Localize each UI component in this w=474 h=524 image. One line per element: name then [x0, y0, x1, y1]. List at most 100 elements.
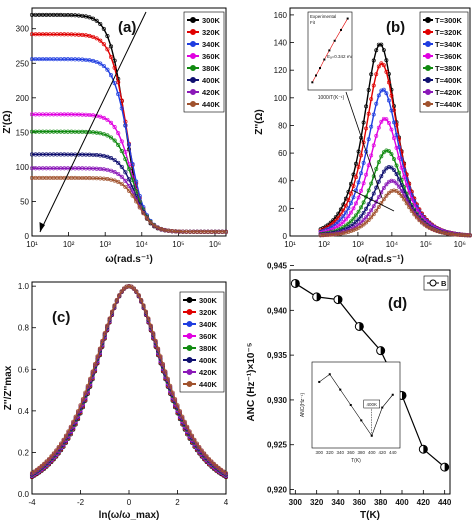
x-tick-label: 420 [417, 498, 431, 507]
data-point [112, 303, 117, 308]
legend-label: 380K [199, 344, 218, 353]
data-point [116, 80, 121, 85]
data-point [376, 42, 381, 47]
data-point [78, 403, 83, 408]
y-axis-label: Z''(Ω) [254, 109, 265, 135]
y-tick-label: 140 [274, 39, 288, 48]
legend-swatch-marker [425, 101, 431, 107]
data-point [351, 222, 356, 227]
data-point [361, 160, 366, 165]
data-point [356, 164, 361, 169]
y-tick-label: 300 [16, 25, 30, 34]
data-point [361, 181, 366, 186]
data-point [404, 201, 409, 206]
data-point [384, 193, 389, 198]
data-point [397, 184, 402, 189]
data-point [389, 189, 394, 193]
data-point [105, 47, 110, 52]
data-point [206, 456, 212, 462]
data-point [440, 230, 445, 235]
data-point [119, 174, 124, 179]
data-point [108, 120, 114, 125]
data-point [87, 33, 92, 38]
data-point [155, 225, 160, 230]
legend-swatch-marker [186, 369, 193, 375]
data-point [177, 409, 182, 414]
inset-legend-item: Fit [310, 20, 316, 25]
data-point [39, 463, 44, 469]
y-axis-label: Z'(Ω) [2, 110, 13, 133]
legend-swatch-marker [190, 29, 196, 35]
data-point [123, 149, 128, 154]
data-point [414, 215, 419, 220]
data-point [168, 383, 173, 388]
data-point [361, 218, 366, 223]
data-point [348, 229, 353, 234]
inset-x-label: 1000/T(K⁻¹) [318, 95, 345, 101]
data-point [108, 156, 114, 161]
legend-label: T=400K [435, 76, 462, 85]
data-point [333, 232, 338, 237]
inset-point [339, 388, 342, 391]
data-point [197, 445, 202, 450]
data-point [42, 461, 47, 466]
data-point [397, 155, 402, 160]
data-point [351, 172, 356, 177]
inset-point [333, 39, 336, 42]
data-point [419, 220, 424, 225]
inset-point [349, 404, 352, 406]
inset-x-tick-label: 340 [336, 450, 344, 455]
data-point [374, 72, 379, 77]
data-point [136, 293, 141, 298]
x-axis-label: ω(rad.s⁻¹) [105, 254, 153, 265]
data-point [148, 323, 153, 328]
data-point [359, 205, 364, 210]
data-point [112, 81, 117, 86]
legend-label: 320K [202, 28, 221, 37]
data-point [348, 210, 353, 215]
data-point [95, 354, 100, 359]
data-point [394, 145, 399, 150]
x-tick-label: 10⁵ [172, 240, 184, 249]
y-tick-label: 150 [16, 128, 30, 137]
y-tick-label: 50 [20, 197, 29, 206]
data-point [101, 42, 106, 47]
y-tick-label: 1.0 [18, 282, 30, 291]
data-point [386, 98, 391, 103]
data-point [318, 233, 323, 238]
data-point [376, 125, 381, 130]
data-point [54, 448, 59, 453]
data-point [126, 284, 132, 289]
data-point [369, 215, 374, 220]
data-point [361, 200, 366, 205]
data-point [389, 165, 394, 170]
data-point [366, 163, 371, 168]
panel-label: (d) [388, 295, 407, 312]
data-point [44, 459, 49, 464]
inset-x-tick-label: 420 [378, 450, 386, 455]
inset-y-label: ANC(Hz⁻¹) [300, 393, 306, 418]
inset-pointer-right [351, 189, 395, 212]
legend-swatch-marker [190, 41, 196, 47]
plot-frame [289, 7, 471, 237]
panel-label: (c) [52, 309, 70, 326]
data-point [46, 456, 52, 462]
x-axis-label: ln(ω/ω_max) [99, 510, 160, 521]
x-tick-label: 380 [374, 498, 388, 507]
data-point [376, 64, 381, 69]
data-point [199, 448, 204, 453]
legend-swatch-marker [190, 89, 196, 95]
legend-label: 360K [202, 52, 221, 61]
data-point [356, 195, 361, 200]
plot-frame [289, 269, 451, 495]
data-point [346, 206, 351, 211]
inset-point [323, 58, 326, 61]
data-point [366, 188, 371, 193]
data-point [85, 383, 90, 388]
y-tick-label: 60 [278, 149, 287, 158]
data-point [108, 44, 114, 49]
legend-label: 360K [199, 332, 218, 341]
data-point [80, 397, 85, 402]
data-point [386, 165, 391, 169]
inset-point [315, 74, 317, 77]
